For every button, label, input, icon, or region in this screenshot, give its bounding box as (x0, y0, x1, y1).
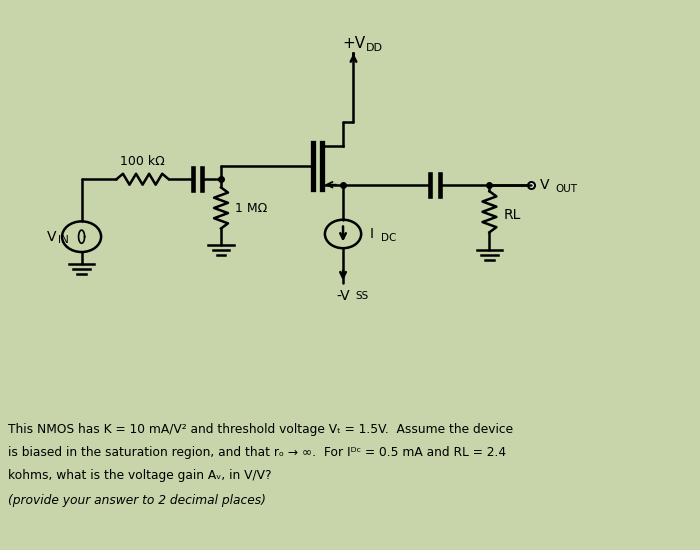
Text: I: I (370, 227, 374, 241)
Text: IN: IN (58, 235, 69, 245)
Text: OUT: OUT (556, 184, 578, 194)
Text: is biased in the saturation region, and that rₒ → ∞.  For Iᴰᶜ = 0.5 mA and RL = : is biased in the saturation region, and … (8, 446, 507, 459)
Text: V: V (540, 178, 549, 192)
Text: kohms, what is the voltage gain Aᵥ, in V/V?: kohms, what is the voltage gain Aᵥ, in V… (8, 469, 272, 482)
Text: DD: DD (366, 43, 383, 53)
Text: 1 MΩ: 1 MΩ (235, 202, 267, 214)
Text: DC: DC (382, 233, 397, 243)
Text: +V: +V (342, 36, 365, 51)
Text: SS: SS (356, 291, 369, 301)
Text: -V: -V (336, 289, 350, 302)
Text: This NMOS has K = 10 mA/V² and threshold voltage Vₜ = 1.5V.  Assume the device: This NMOS has K = 10 mA/V² and threshold… (8, 423, 514, 436)
Text: 100 kΩ: 100 kΩ (120, 155, 165, 168)
Text: (provide your answer to 2 decimal places): (provide your answer to 2 decimal places… (8, 494, 266, 507)
Text: RL: RL (503, 208, 521, 222)
Text: V: V (47, 230, 57, 244)
